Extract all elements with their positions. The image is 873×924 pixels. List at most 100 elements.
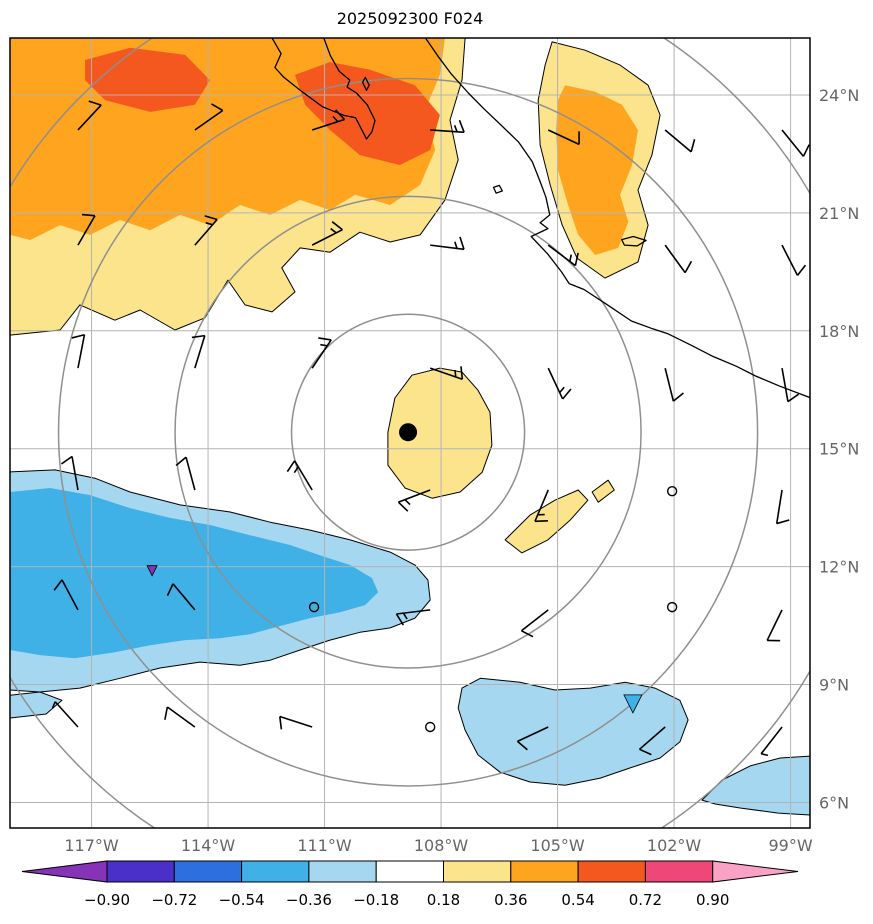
colorbar-cell: [443, 860, 512, 883]
wind-barb: [775, 489, 790, 525]
barb-staff: [781, 368, 789, 402]
colorbar-cell: [308, 860, 377, 883]
barb-staff: [71, 456, 79, 491]
lon-tick-label: 111°W: [297, 836, 352, 855]
barb-staff: [194, 335, 206, 369]
lon-tick-label: 105°W: [530, 836, 585, 855]
lon-tick-label: 117°W: [64, 836, 119, 855]
colorbar-cell: [577, 860, 646, 883]
barb-full-tick: [204, 215, 218, 221]
colorbar-tick-label: −0.18: [353, 891, 399, 909]
calm-station-circle: [666, 601, 678, 613]
contour-region-southeast-corner: [701, 755, 810, 816]
range-ring: [290, 313, 526, 551]
colorbar-tick-label: −0.90: [84, 891, 130, 909]
colorbar-tick-label: 0.18: [427, 891, 460, 909]
barb-full-tick: [53, 579, 63, 591]
barb-full-tick: [521, 630, 534, 638]
barb-half-tick: [330, 227, 337, 234]
barb-full-tick: [318, 337, 332, 341]
barb-staff: [429, 367, 463, 380]
barb-staff: [185, 456, 196, 491]
colorbar-cell: [173, 860, 243, 883]
calm-station-circle: [308, 601, 320, 613]
barb-full-tick: [335, 109, 346, 121]
barb-full-tick: [776, 519, 790, 525]
barb-full-tick: [639, 748, 652, 756]
barb-staff: [77, 334, 86, 369]
contour-region-southwest-band-core: [10, 488, 379, 659]
barb-staff: [430, 129, 465, 134]
colorbar-right-arrow: [712, 860, 799, 883]
colorbar-cell: [241, 860, 310, 883]
barb-staff: [520, 609, 549, 632]
wind-barb: [286, 460, 313, 491]
wind-barb: [547, 244, 579, 267]
wind-barb: [311, 109, 346, 131]
wind-barb: [516, 726, 549, 751]
coastline-lake-chapala: [621, 235, 647, 247]
barb-staff: [664, 129, 692, 153]
barb-full-tick: [802, 144, 810, 157]
wind-barb: [760, 726, 783, 757]
barb-full-tick: [175, 456, 187, 467]
barb-full-tick: [459, 236, 465, 250]
coastline-islas-marias: [492, 184, 504, 194]
range-rings-layer: [10, 38, 810, 828]
barb-staff: [77, 215, 96, 246]
barb-staff: [166, 706, 196, 728]
wind-barb: [430, 236, 465, 251]
barb-full-tick: [574, 252, 579, 266]
lat-tick-label: 12°N: [819, 558, 859, 577]
wind-barb: [781, 368, 800, 403]
colorbar-left-arrow: [21, 860, 108, 883]
wind-barb: [547, 129, 580, 146]
barb-half-tick: [454, 369, 457, 378]
wind-barb: [77, 213, 96, 246]
barb-full-tick: [164, 706, 169, 720]
barb-half-tick: [332, 115, 339, 123]
wind-barb: [781, 129, 810, 157]
colorbar-tick-label: 0.72: [629, 891, 662, 909]
wind-barb: [534, 489, 549, 523]
wind-barb: [279, 715, 313, 730]
colorbar-cell: [510, 860, 579, 883]
barb-staff: [766, 609, 783, 641]
barb-full-tick: [787, 393, 800, 403]
wind-barb: [430, 119, 465, 134]
coastline-mainland-mexico: [424, 38, 810, 399]
barb-full-tick: [166, 583, 174, 596]
barb-half-tick: [293, 466, 299, 474]
wind-barb: [664, 367, 684, 402]
wind-barb: [53, 579, 79, 611]
lon-tick-label: 102°W: [647, 836, 702, 855]
barb-full-tick: [395, 613, 405, 626]
barb-full-tick: [331, 221, 343, 231]
wind-barb: [311, 221, 343, 246]
contour-region-south-lobe: [457, 677, 689, 786]
lat-tick-label: 21°N: [819, 204, 859, 223]
contour-region-center-tail-dot: [591, 479, 615, 503]
barb-half-tick: [453, 125, 458, 133]
barb-full-tick: [684, 260, 693, 274]
barb-full-tick: [211, 103, 224, 112]
barb-full-tick: [397, 501, 409, 512]
lat-tick-label: 18°N: [819, 322, 859, 341]
barb-staff: [77, 104, 102, 131]
barb-half-tick: [51, 701, 56, 709]
wind-barb: [397, 489, 431, 512]
calm-station-circle: [666, 485, 678, 497]
barb-staff: [760, 726, 783, 755]
barb-staff: [396, 609, 431, 615]
min-marker-west-triangle: [146, 565, 158, 577]
wind-barb: [664, 129, 696, 153]
marker-layer: [146, 423, 643, 714]
barb-staff: [638, 726, 666, 750]
wind-barb: [395, 609, 431, 626]
barb-staff: [547, 244, 576, 267]
colorbar-tick-label: −0.72: [151, 891, 197, 909]
wind-barb: [520, 609, 549, 638]
wind-barb: [638, 726, 666, 756]
colorbar-tick-label: 0.54: [561, 891, 594, 909]
